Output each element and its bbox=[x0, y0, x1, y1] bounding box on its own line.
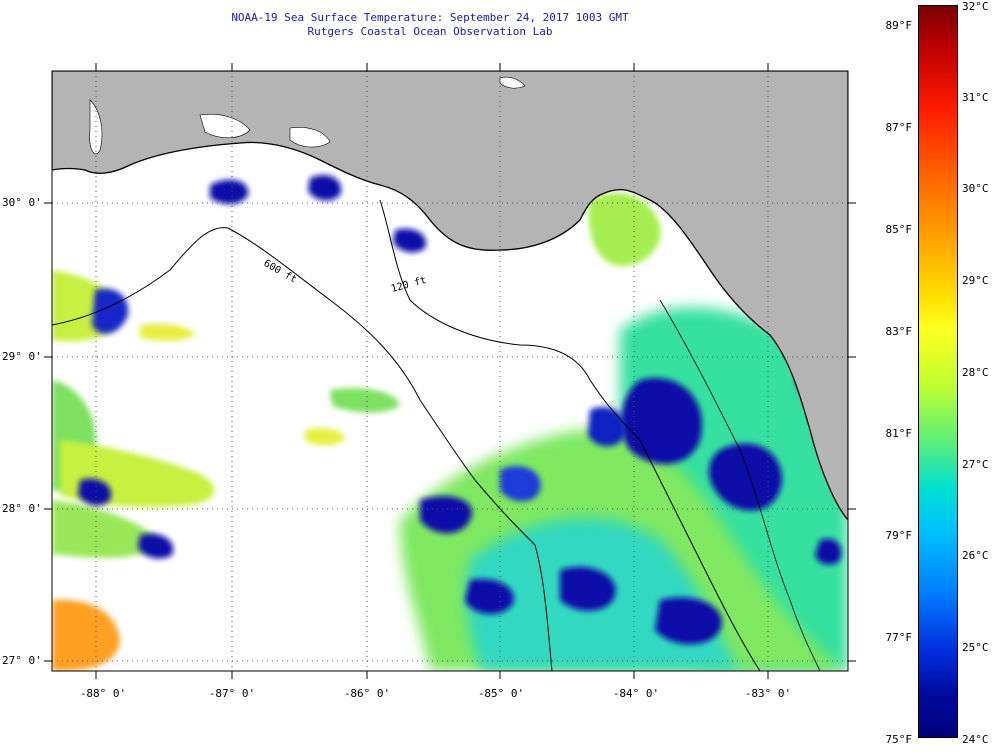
temperature-colorbar bbox=[918, 5, 958, 738]
colorbar-c-25: 25°C bbox=[962, 641, 989, 654]
lat-label-28: 28° 0' bbox=[2, 502, 42, 515]
lon-label-87: -87° 0' bbox=[208, 687, 256, 700]
colorbar-f-85: 85°F bbox=[885, 223, 913, 236]
graticule bbox=[52, 71, 848, 671]
lat-label-27: 27° 0' bbox=[2, 654, 42, 667]
colorbar-f-89: 89°F bbox=[885, 19, 913, 32]
lat-label-29: 29° 0' bbox=[2, 350, 42, 363]
lon-label-84: -84° 0' bbox=[612, 687, 660, 700]
sst-data-layer bbox=[52, 175, 848, 671]
lon-label-86: -86° 0' bbox=[343, 687, 391, 700]
colorbar-f-75: 75°F bbox=[885, 733, 913, 746]
colorbar-f-83: 83°F bbox=[885, 325, 913, 338]
colorbar-c-29: 29°C bbox=[962, 274, 989, 287]
colorbar-f-87: 87°F bbox=[885, 121, 913, 134]
map-title: NOAA-19 Sea Surface Temperature: Septemb… bbox=[231, 11, 629, 24]
land-mass bbox=[52, 71, 848, 521]
lon-label-83: -83° 0' bbox=[744, 687, 792, 700]
colorbar-c-32: 32°C bbox=[962, 0, 989, 13]
lon-label-85: -85° 0' bbox=[477, 687, 525, 700]
map-subtitle: Rutgers Coastal Ocean Observation Lab bbox=[307, 25, 553, 38]
colorbar-c-27: 27°C bbox=[962, 458, 989, 471]
lat-label-30: 30° 0' bbox=[2, 196, 42, 209]
colorbar-f-79: 79°F bbox=[885, 529, 913, 542]
contour-600ft bbox=[52, 227, 553, 671]
lon-label-88: -88° 0' bbox=[79, 687, 127, 700]
colorbar-c-30: 30°C bbox=[962, 182, 989, 195]
colorbar-c-28: 28°C bbox=[962, 366, 989, 379]
contour-120ft bbox=[379, 199, 761, 671]
map-frame bbox=[51, 70, 849, 672]
colorbar-c-26: 26°C bbox=[962, 549, 989, 562]
colorbar-c-31: 31°C bbox=[962, 91, 989, 104]
colorbar-f-77: 77°F bbox=[885, 631, 913, 644]
colorbar-c-24: 24°C bbox=[962, 733, 989, 746]
colorbar-f-81: 81°F bbox=[885, 427, 913, 440]
frame-ticks bbox=[44, 63, 856, 679]
